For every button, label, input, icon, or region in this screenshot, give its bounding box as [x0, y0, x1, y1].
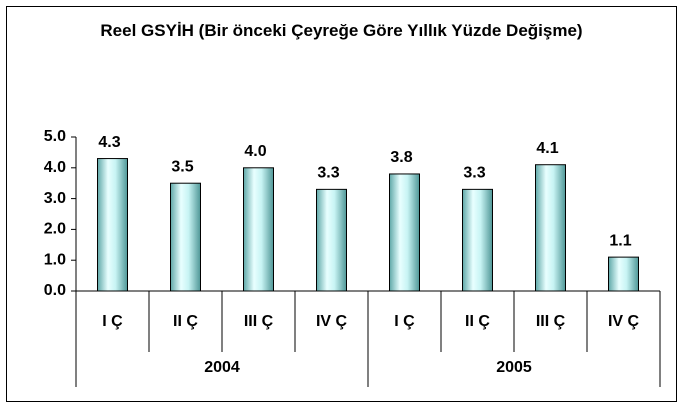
bar	[170, 182, 201, 292]
data-label: 3.8	[390, 149, 412, 166]
x-tick-label: II Ç	[465, 313, 490, 330]
x-tick-label: I Ç	[102, 313, 123, 330]
y-tick-label: 1.0	[44, 251, 66, 268]
bar	[316, 188, 347, 292]
data-label: 4.1	[536, 140, 558, 157]
bar	[462, 188, 493, 292]
bar	[243, 167, 274, 292]
y-tick-label: 2.0	[44, 221, 66, 238]
y-tick-label: 0.0	[44, 282, 66, 299]
bar	[389, 173, 420, 292]
data-label: 3.3	[317, 165, 339, 182]
bar	[608, 256, 639, 292]
group-label: 2004	[204, 359, 240, 376]
group-label: 2005	[496, 359, 532, 376]
x-tick-label: III Ç	[536, 313, 566, 330]
x-tick-label: IV Ç	[316, 313, 348, 330]
x-tick-label: III Ç	[244, 313, 274, 330]
y-tick-label: 5.0	[44, 128, 66, 145]
chart-title: Reel GSYİH (Bir önceki Çeyreğe Göre Yıll…	[100, 21, 583, 40]
x-tick-label: II Ç	[173, 313, 198, 330]
data-label: 4.3	[98, 134, 120, 151]
y-tick-label: 4.0	[44, 159, 66, 176]
data-label: 3.5	[171, 158, 193, 175]
data-label: 3.3	[463, 165, 485, 182]
x-tick-label: IV Ç	[608, 313, 640, 330]
bar	[535, 164, 566, 292]
data-label: 1.1	[609, 232, 631, 249]
data-label: 4.0	[244, 143, 266, 160]
x-tick-label: I Ç	[394, 313, 415, 330]
bar	[97, 158, 128, 292]
y-tick-label: 3.0	[44, 190, 66, 207]
